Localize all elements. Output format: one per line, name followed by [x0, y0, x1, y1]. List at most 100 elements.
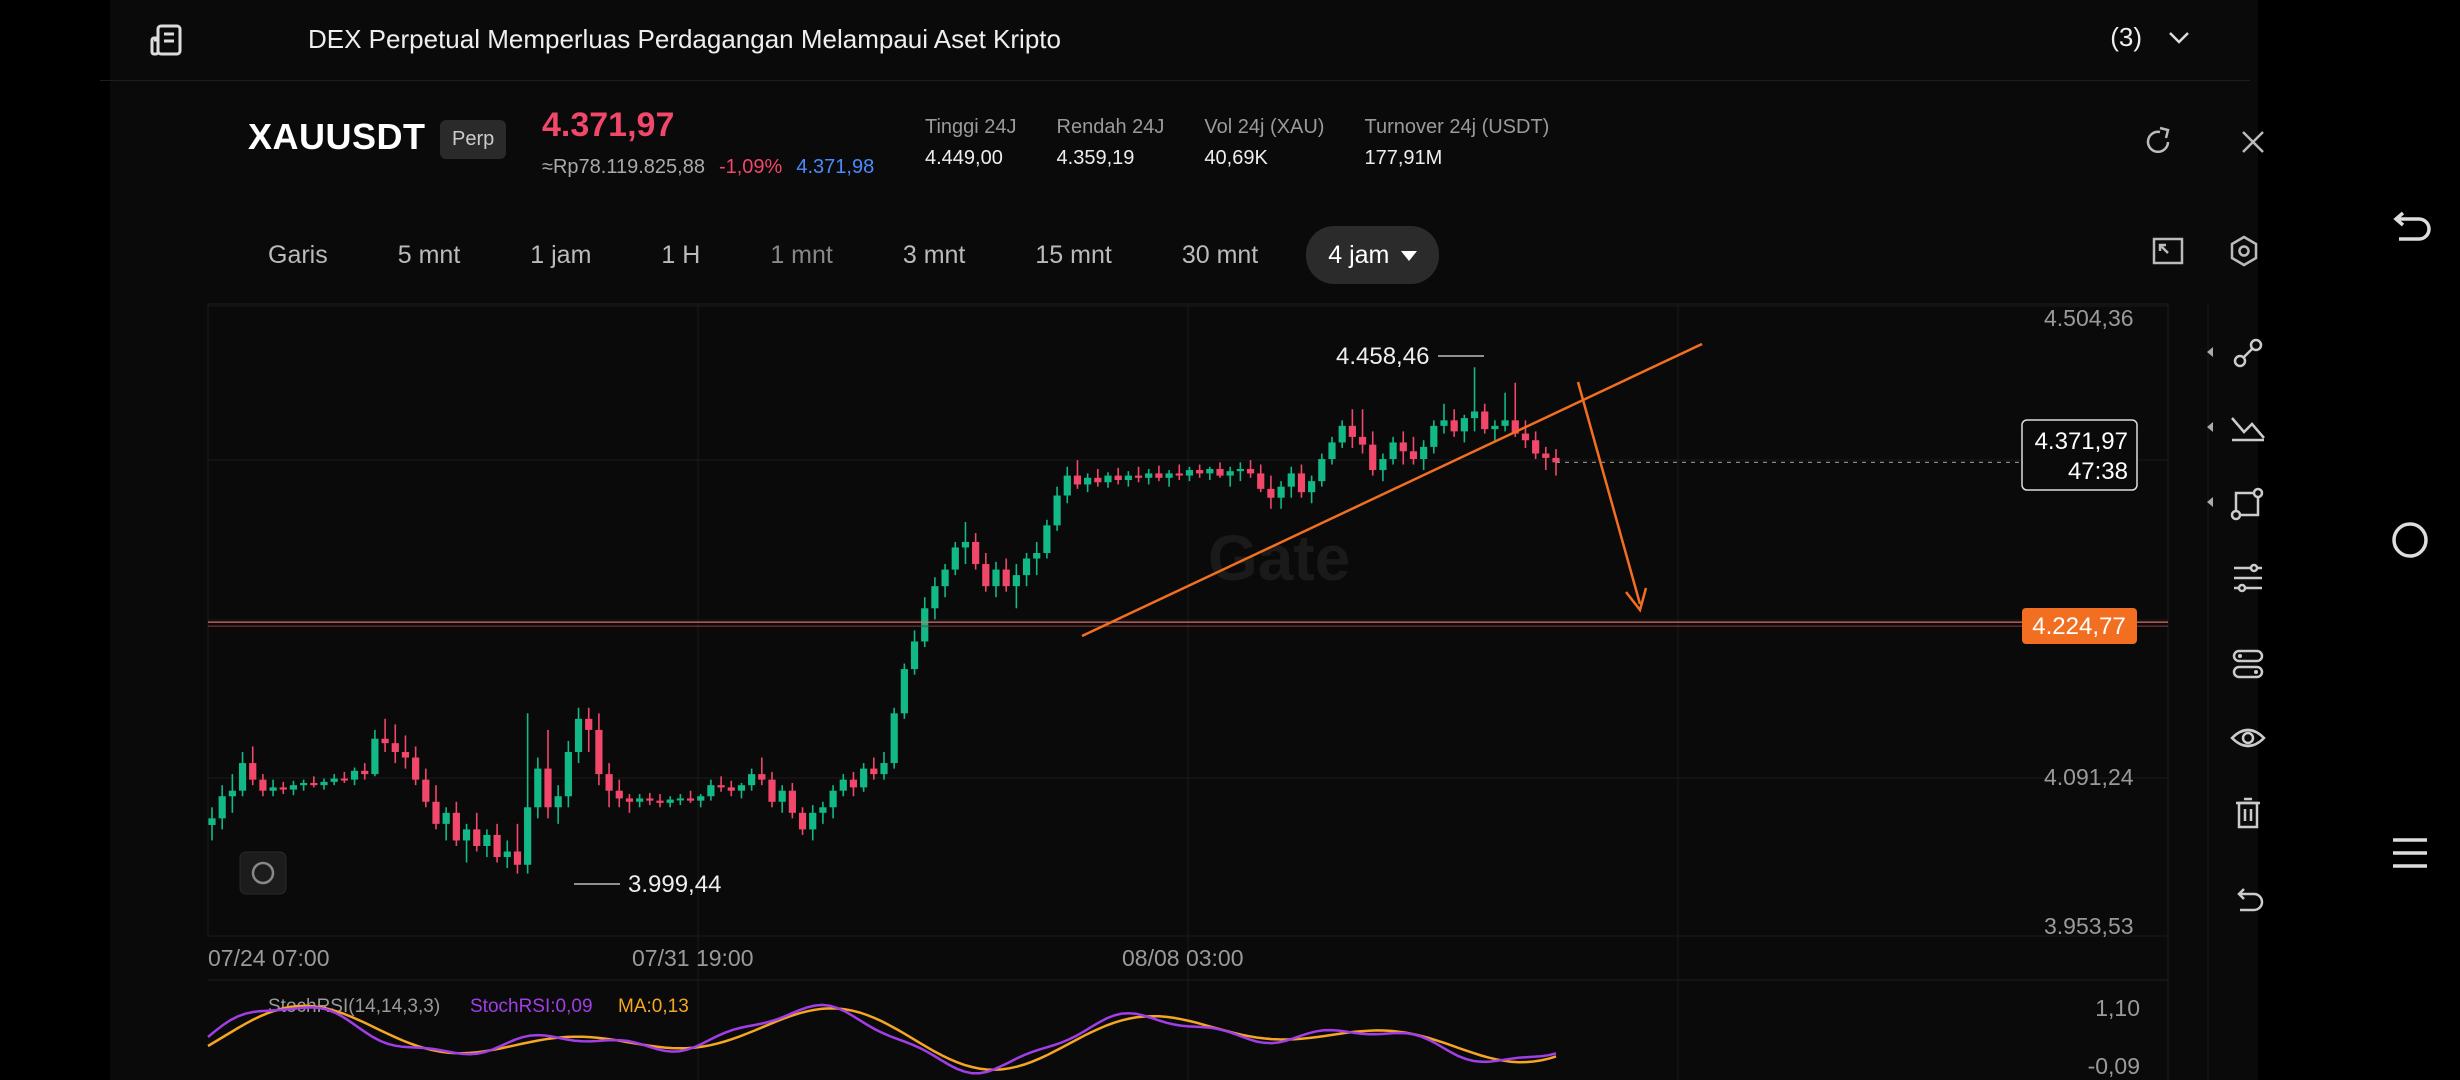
projection-arrow — [1576, 381, 1642, 605]
candle-body — [676, 798, 684, 801]
home-nav-icon[interactable] — [2385, 515, 2435, 565]
candle-body — [585, 718, 593, 730]
candle-body — [941, 569, 949, 587]
tool-expand-icon — [2207, 347, 2213, 357]
candle-body — [910, 641, 919, 670]
indicator-y-tick: 1,10 — [2095, 995, 2140, 1021]
candle-body — [798, 812, 807, 830]
fiat-price: ≈Rp78.119.825,88 — [542, 156, 705, 178]
candle-body — [1236, 468, 1244, 472]
candle-body — [208, 818, 216, 825]
candle-body — [686, 798, 695, 801]
candle-body — [503, 851, 511, 858]
candle-body — [422, 779, 430, 802]
multi-line-tool-icon[interactable] — [2228, 408, 2268, 448]
news-count-group[interactable]: (3) — [2110, 22, 2190, 53]
candle-body — [1409, 451, 1418, 460]
tab-1m[interactable]: 1 mnt — [770, 241, 833, 269]
candle-body — [1399, 442, 1407, 452]
candle-body — [829, 790, 837, 808]
candle-body — [432, 801, 440, 824]
candle-body — [1073, 475, 1082, 485]
eye-icon[interactable] — [2228, 718, 2268, 758]
candle-body — [982, 564, 990, 587]
news-headline[interactable]: DEX Perpetual Memperluas Perdagangan Mel… — [308, 24, 1061, 54]
candle-body — [1481, 411, 1489, 430]
candle-body — [289, 785, 298, 790]
candle-body — [371, 738, 379, 775]
candle-body — [1358, 436, 1367, 445]
candle-body — [870, 768, 878, 775]
candle-body — [401, 752, 410, 758]
trading-panel — [110, 0, 2258, 1080]
candle-body — [391, 743, 399, 753]
tab-30m[interactable]: 30 mnt — [1181, 241, 1259, 269]
share-icon[interactable] — [2140, 124, 2176, 160]
indicator-title: StochRSI(14,14,3,3) — [268, 996, 440, 1017]
candle-body — [1175, 473, 1183, 476]
candle-body — [381, 738, 389, 744]
candle-body — [1257, 473, 1265, 489]
candle-body — [493, 834, 501, 858]
candle-body — [330, 778, 338, 782]
indicator-settings-icon[interactable] — [2228, 558, 2268, 598]
candle-body — [1165, 473, 1173, 478]
candle-body — [1134, 475, 1143, 478]
tab-3m[interactable]: 3 mnt — [902, 241, 966, 269]
shape-tool-icon[interactable] — [2228, 483, 2268, 523]
tool-expand-icon — [2207, 497, 2213, 507]
perp-badge: Perp — [440, 120, 507, 159]
tab-15m[interactable]: 15 mnt — [1035, 241, 1112, 269]
candle-body — [900, 669, 908, 714]
symbol-name[interactable]: XAUUSDT — [248, 116, 426, 157]
last-price: 4.371,97 — [542, 106, 675, 144]
settings-icon[interactable] — [2226, 233, 2262, 269]
candle-body — [1022, 558, 1031, 576]
candle-body — [1348, 425, 1356, 437]
fullscreen-icon[interactable] — [2150, 233, 2186, 269]
candle-body — [625, 798, 634, 802]
candle-body — [452, 812, 460, 841]
chart-logo-icon — [251, 861, 275, 885]
candle-body — [238, 763, 247, 791]
candle-body — [737, 785, 746, 791]
candle-body — [269, 787, 277, 791]
candle-body — [1379, 459, 1387, 471]
trend-line-tool-icon[interactable] — [2228, 333, 2268, 373]
chevron-down-icon — [2169, 31, 2189, 44]
trend-line — [1081, 342, 1703, 638]
undo-icon[interactable] — [2228, 880, 2268, 920]
y-tick-label: 3.953,53 — [2044, 913, 2134, 939]
candle-body — [1532, 440, 1540, 454]
back-nav-icon[interactable] — [2385, 205, 2435, 255]
candle-body — [279, 787, 287, 790]
tab-5m[interactable]: 5 mnt — [397, 241, 461, 269]
candle-body — [1318, 459, 1326, 482]
caret-down-icon — [1401, 251, 1418, 262]
drawing-settings-icon[interactable] — [2228, 643, 2268, 683]
tab-1d[interactable]: 1 H — [661, 241, 701, 269]
trash-icon[interactable] — [2228, 793, 2268, 833]
candle-body — [1094, 477, 1102, 483]
tab-1h[interactable]: 1 jam — [530, 241, 592, 269]
candle-body — [697, 796, 705, 801]
tab-4h-active[interactable]: 4 jam — [1306, 226, 1440, 284]
stat-low: Rendah 24J 4.359,19 — [1056, 116, 1165, 169]
tab-garis[interactable]: Garis — [268, 241, 328, 269]
news-bar[interactable]: DEX Perpetual Memperluas Perdagangan Mel… — [100, 0, 2250, 81]
candle-body — [544, 768, 552, 808]
chart-logo-badge — [239, 851, 287, 895]
candle-body — [300, 782, 308, 786]
candle-body — [1053, 495, 1061, 526]
close-icon[interactable] — [2235, 124, 2271, 160]
recents-nav-icon[interactable] — [2385, 828, 2435, 878]
stoch-k-line — [207, 1003, 1557, 1075]
candle-body — [350, 770, 359, 780]
candle-body — [1145, 473, 1153, 478]
candle-body — [1420, 446, 1428, 460]
candle-body — [1246, 468, 1255, 474]
candle-body — [890, 713, 898, 764]
candle-body — [860, 768, 868, 788]
indicator-k-label: StochRSI:0,09 — [470, 996, 593, 1017]
